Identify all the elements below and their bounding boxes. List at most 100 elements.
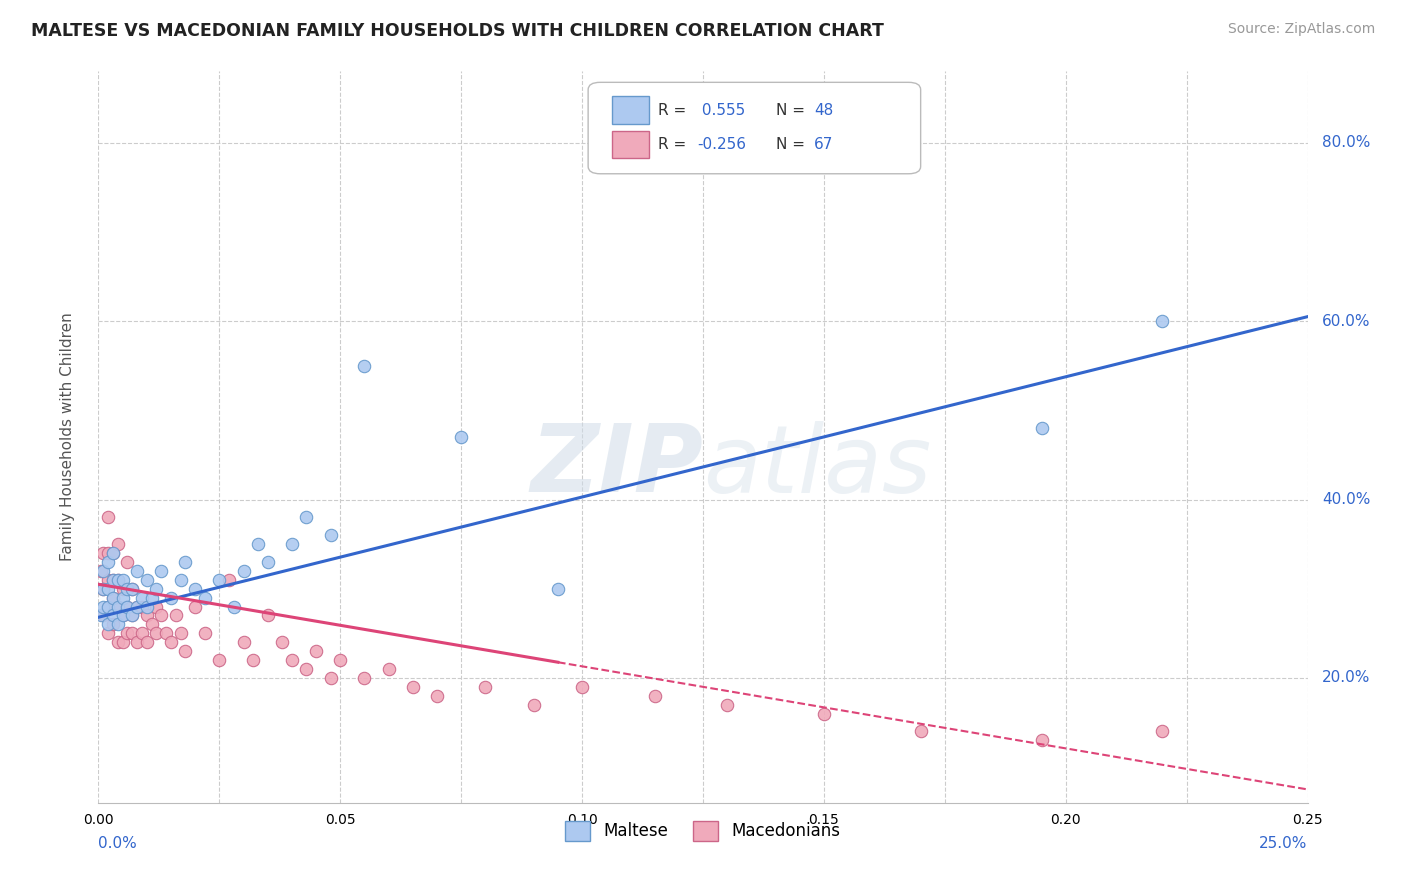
FancyBboxPatch shape	[613, 96, 648, 124]
Point	[101, 546, 124, 560]
Point	[232, 635, 254, 649]
Point	[107, 573, 129, 587]
Point	[101, 591, 124, 605]
Point	[169, 626, 191, 640]
Point	[208, 653, 231, 667]
Point	[1031, 421, 1053, 435]
Point	[353, 671, 375, 685]
Point	[121, 582, 143, 596]
Point	[319, 528, 342, 542]
Point	[97, 546, 120, 560]
Point	[107, 599, 129, 614]
Point	[121, 582, 143, 596]
Point	[271, 635, 294, 649]
Point	[295, 662, 318, 676]
Point	[107, 617, 129, 632]
Point	[101, 546, 124, 560]
Text: Source: ZipAtlas.com: Source: ZipAtlas.com	[1227, 22, 1375, 37]
Point	[174, 644, 197, 658]
Point	[222, 599, 245, 614]
Point	[174, 555, 197, 569]
Point	[101, 573, 124, 587]
Point	[232, 564, 254, 578]
Point	[160, 635, 183, 649]
Text: 0.0%: 0.0%	[98, 836, 138, 851]
Text: -0.256: -0.256	[697, 137, 747, 152]
Point	[91, 582, 114, 596]
Point	[813, 706, 835, 721]
Point	[145, 599, 167, 614]
Point	[194, 626, 217, 640]
Point	[135, 608, 157, 623]
Text: 40.0%: 40.0%	[1322, 492, 1371, 507]
Point	[90, 608, 112, 623]
Point	[91, 546, 114, 560]
Point	[256, 555, 278, 569]
Text: ZIP: ZIP	[530, 420, 703, 512]
Point	[97, 573, 120, 587]
Point	[127, 599, 149, 614]
Point	[117, 626, 139, 640]
FancyBboxPatch shape	[613, 130, 648, 159]
Point	[107, 635, 129, 649]
Point	[111, 608, 134, 623]
Point	[117, 599, 139, 614]
Point	[194, 591, 217, 605]
Point	[97, 617, 120, 632]
Point	[127, 564, 149, 578]
Point	[160, 591, 183, 605]
Point	[295, 510, 318, 524]
Point	[97, 510, 120, 524]
Point	[329, 653, 352, 667]
Point	[117, 555, 139, 569]
Point	[474, 680, 496, 694]
Point	[247, 537, 270, 551]
Point	[127, 599, 149, 614]
Point	[121, 608, 143, 623]
Legend: Maltese, Macedonians: Maltese, Macedonians	[557, 813, 849, 849]
Point	[97, 599, 120, 614]
Text: R =: R =	[658, 137, 692, 152]
Text: 67: 67	[814, 137, 834, 152]
Point	[91, 582, 114, 596]
Point	[91, 599, 114, 614]
Point	[1031, 733, 1053, 747]
FancyBboxPatch shape	[588, 82, 921, 174]
Point	[150, 608, 173, 623]
Text: MALTESE VS MACEDONIAN FAMILY HOUSEHOLDS WITH CHILDREN CORRELATION CHART: MALTESE VS MACEDONIAN FAMILY HOUSEHOLDS …	[31, 22, 884, 40]
Point	[101, 573, 124, 587]
Point	[111, 635, 134, 649]
Point	[644, 689, 666, 703]
Point	[150, 564, 173, 578]
Point	[121, 608, 143, 623]
Text: atlas: atlas	[703, 421, 931, 512]
Point	[145, 582, 167, 596]
Text: 48: 48	[814, 103, 834, 118]
Point	[131, 626, 153, 640]
Text: 60.0%: 60.0%	[1322, 314, 1371, 328]
Point	[111, 573, 134, 587]
Point	[402, 680, 425, 694]
Point	[97, 599, 120, 614]
Text: 20.0%: 20.0%	[1322, 671, 1371, 685]
Point	[131, 599, 153, 614]
Point	[107, 599, 129, 614]
Point	[426, 689, 449, 703]
Point	[131, 591, 153, 605]
Point	[97, 555, 120, 569]
Point	[169, 573, 191, 587]
Y-axis label: Family Households with Children: Family Households with Children	[60, 313, 75, 561]
Point	[127, 635, 149, 649]
Point	[111, 582, 134, 596]
Point	[716, 698, 738, 712]
Point	[165, 608, 187, 623]
Point	[101, 591, 124, 605]
Point	[141, 591, 163, 605]
Text: 25.0%: 25.0%	[1260, 836, 1308, 851]
Point	[135, 573, 157, 587]
Point	[117, 599, 139, 614]
Point	[256, 608, 278, 623]
Point	[91, 564, 114, 578]
Point	[101, 617, 124, 632]
Point	[523, 698, 546, 712]
